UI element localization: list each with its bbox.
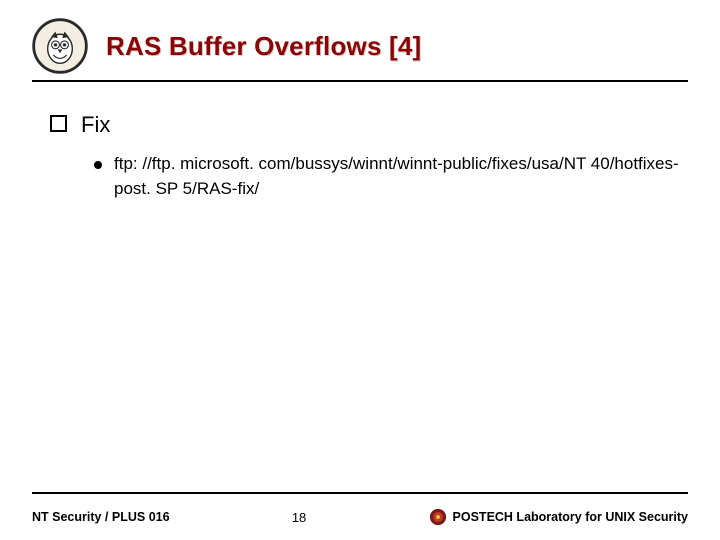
header-divider (32, 80, 688, 82)
list-item: ftp: //ftp. microsoft. com/bussys/winnt/… (94, 152, 680, 201)
list-item-label: Fix (81, 112, 110, 138)
footer-left: NT Security / PLUS 016 (32, 510, 170, 524)
slide-header: RAS Buffer Overflows [4] (32, 16, 688, 76)
footer-logo-icon (429, 508, 447, 526)
slide-body: Fix ftp: //ftp. microsoft. com/bussys/wi… (50, 110, 680, 470)
owl-logo-icon (32, 18, 88, 74)
disc-bullet-icon (94, 161, 102, 169)
slide-footer: NT Security / PLUS 016 18 POSTECH Labora… (32, 508, 688, 526)
list-item-text: ftp: //ftp. microsoft. com/bussys/winnt/… (114, 152, 680, 201)
page-number: 18 (292, 510, 306, 525)
footer-right-text: POSTECH Laboratory for UNIX Security (453, 510, 688, 524)
slide: RAS Buffer Overflows [4] Fix ftp: //ftp.… (0, 0, 720, 540)
square-bullet-icon (50, 115, 67, 132)
footer-left-text: NT Security / PLUS 016 (32, 510, 170, 524)
slide-title: RAS Buffer Overflows [4] (106, 31, 421, 62)
footer-divider (32, 492, 688, 494)
list-item: Fix (50, 110, 680, 138)
footer-right: POSTECH Laboratory for UNIX Security (429, 508, 688, 526)
